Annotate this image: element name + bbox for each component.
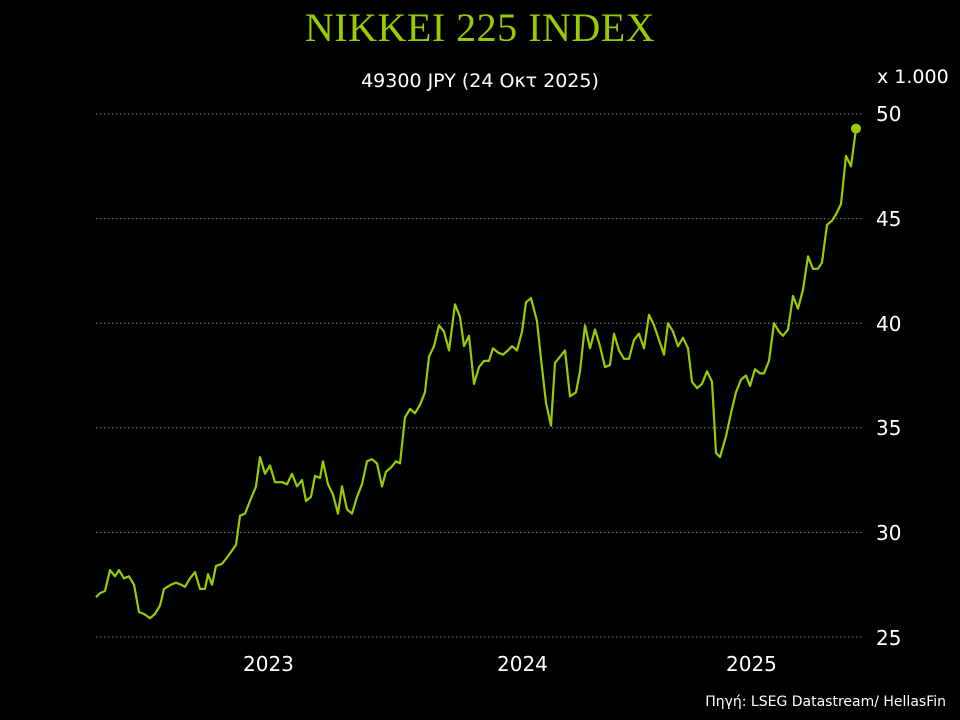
y-tick-25: 25 xyxy=(876,626,902,650)
y-axis-unit-label: x 1.000 xyxy=(877,66,949,88)
y-tick-40: 40 xyxy=(876,312,902,336)
y-tick-35: 35 xyxy=(876,416,902,440)
gridlines xyxy=(96,113,863,638)
x-tick-2023: 2023 xyxy=(243,652,294,676)
x-tick-2024: 2024 xyxy=(497,652,548,676)
chart-title: NIKKEI 225 INDEX xyxy=(304,5,656,50)
y-tick-45: 45 xyxy=(876,207,902,231)
source-note: Πηγή: LSEG Datastream/ HellasFin xyxy=(705,694,946,710)
index-line xyxy=(95,128,858,620)
x-tick-2025: 2025 xyxy=(726,652,777,676)
chart-subtitle: 49300 JPY (24 Οκτ 2025) xyxy=(0,70,960,92)
current-value-label: 49300 JPY (24 Οκτ 2025) xyxy=(361,70,599,92)
y-tick-50: 50 xyxy=(876,102,902,126)
last-value-marker xyxy=(851,123,861,134)
y-tick-30: 30 xyxy=(876,521,902,545)
